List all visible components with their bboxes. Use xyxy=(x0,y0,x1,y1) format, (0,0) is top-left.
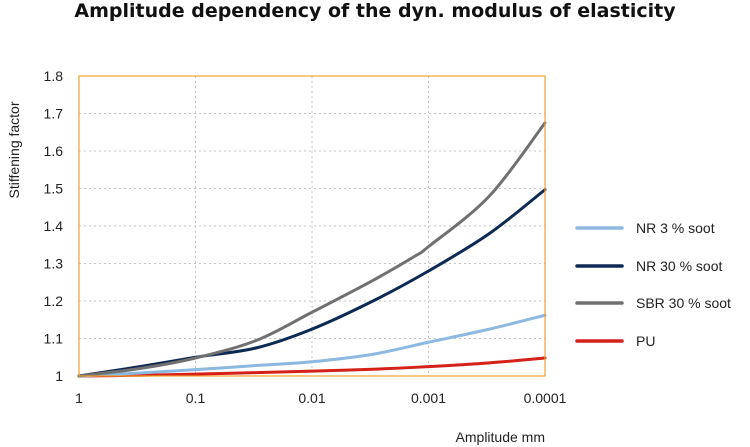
y-tick-label: 1.1 xyxy=(44,331,64,347)
y-tick-label: 1.2 xyxy=(44,293,64,309)
series-line-nr-3-soot xyxy=(77,313,547,378)
x-tick-label: 0.01 xyxy=(298,390,325,406)
x-tick-label: 0.1 xyxy=(186,390,206,406)
x-tick-label: 0.0001 xyxy=(524,390,567,406)
series-line-pu xyxy=(77,356,547,378)
chart-title: Amplitude dependency of the dyn. modulus… xyxy=(74,0,676,22)
x-axis-label: Amplitude mm xyxy=(456,429,545,445)
legend-label: PU xyxy=(636,333,655,349)
y-axis-label: Stiffening factor xyxy=(6,101,22,198)
x-tick-label: 0.001 xyxy=(411,390,446,406)
y-tick-label: 1.3 xyxy=(44,256,64,272)
legend-label: SBR 30 % soot xyxy=(636,295,731,311)
y-tick-label: 1.7 xyxy=(44,106,64,122)
y-tick-label: 1.8 xyxy=(44,68,64,84)
y-tick-label: 1 xyxy=(55,368,63,384)
x-tick-label: 1 xyxy=(75,390,83,406)
y-tick-label: 1.4 xyxy=(44,218,64,234)
series-line-nr-30-soot xyxy=(77,188,547,378)
legend-label: NR 3 % soot xyxy=(636,220,715,236)
y-tick-label: 1.6 xyxy=(44,143,64,159)
legend-label: NR 30 % soot xyxy=(636,258,722,274)
y-tick-label: 1.5 xyxy=(44,181,64,197)
plot-frame xyxy=(78,75,546,377)
series-line-sbr-30-soot xyxy=(77,121,547,378)
